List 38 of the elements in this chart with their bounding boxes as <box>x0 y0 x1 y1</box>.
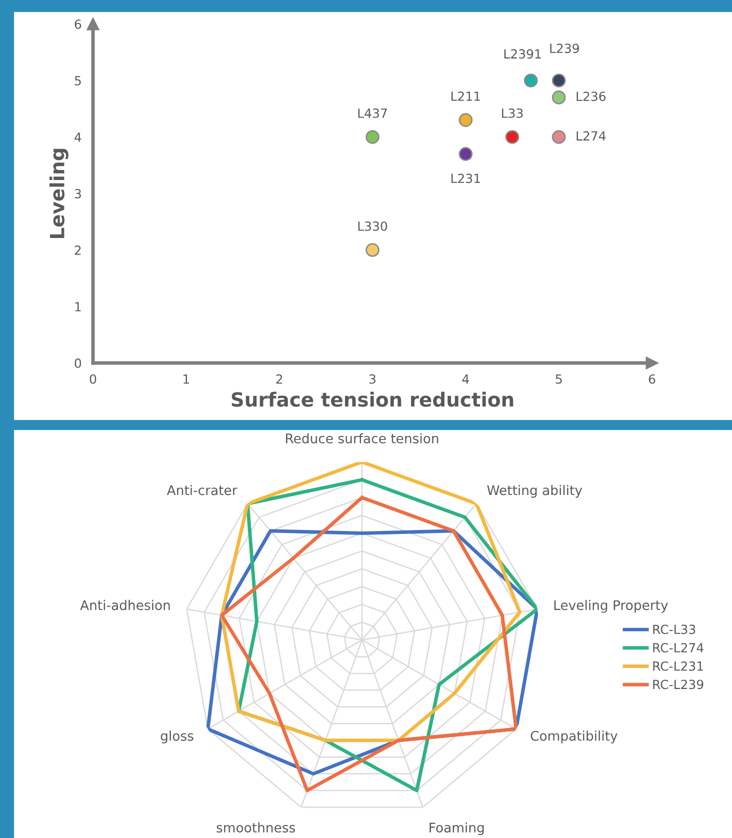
y-axis-title: Leveling <box>49 148 68 238</box>
y-tick-label: 2 <box>74 245 81 255</box>
spoke-label: Wetting ability <box>487 484 582 498</box>
x-tick-label: 4 <box>462 374 469 384</box>
y-tick-label: 5 <box>74 76 81 86</box>
spoke-label: smoothness <box>216 822 295 833</box>
y-tick-label: 3 <box>74 188 81 198</box>
spoke-label: Foaming <box>430 822 484 836</box>
legend-label: RC-L239 <box>653 680 704 690</box>
spoke-label: Reduce surface tension <box>286 433 438 444</box>
series-label: L33 <box>502 108 523 118</box>
y-tick-label: 0 <box>74 358 82 368</box>
series-label: L274 <box>576 131 606 140</box>
series-label: L211 <box>451 92 480 101</box>
legend-label: RC-L231 <box>653 661 703 671</box>
series-label: L231 <box>451 174 480 184</box>
x-tick-label: 3 <box>369 374 376 384</box>
series-label: L2391 <box>504 49 541 59</box>
y-tick-label: 1 <box>75 302 81 312</box>
x-axis-title: Surface tension reduction <box>232 392 514 407</box>
spoke-label: Anti-crater <box>166 484 238 496</box>
spoke-label: Anti-adhesion <box>80 600 170 610</box>
series-label: L437 <box>358 108 387 118</box>
spoke-label: Compatibility <box>530 730 618 744</box>
x-tick-label: 0 <box>90 374 96 384</box>
spoke-label: Leveling Property <box>554 600 668 613</box>
series-label: L239 <box>550 44 579 54</box>
x-tick-label: 5 <box>556 374 562 384</box>
series-label: L330 <box>358 221 388 231</box>
y-tick-label: 6 <box>74 19 82 29</box>
x-tick-label: 1 <box>184 374 189 384</box>
legend-label: RC-L33 <box>653 624 696 634</box>
x-tick-label: 2 <box>276 374 282 384</box>
y-tick-label: 4 <box>74 132 82 142</box>
x-tick-label: 6 <box>648 374 656 384</box>
legend-label: RC-L274 <box>653 643 704 652</box>
series-label: L236 <box>576 92 606 102</box>
spoke-label: gloss <box>160 730 194 744</box>
